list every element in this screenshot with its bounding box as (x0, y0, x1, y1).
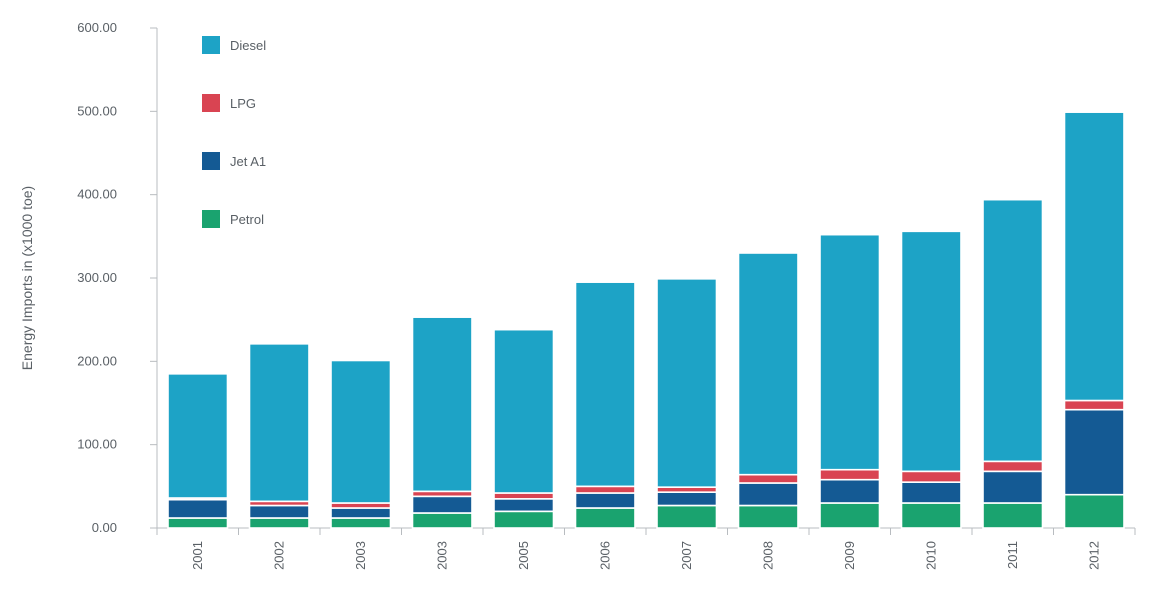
x-tick-label: 2002 (271, 541, 286, 570)
bar-segment-petrol (737, 504, 799, 529)
bar-segment-jet-a1 (737, 482, 799, 507)
y-axis-ticks: 0.00 100.00 200.00 300.00 400.00 500.00 600.00 (77, 20, 157, 535)
bar-segment-jet-a1 (167, 498, 229, 519)
y-tick-label: 100.00 (77, 437, 117, 452)
bar-segment-jet-a1 (493, 498, 555, 513)
x-tick-label: 2008 (760, 541, 775, 570)
x-tick-label: 2005 (516, 541, 531, 570)
bar-segment-jet-a1 (574, 492, 636, 509)
bar-segment-petrol (1063, 493, 1125, 529)
bar-segment-jet-a1 (656, 491, 718, 507)
y-tick-label: 0.00 (92, 520, 117, 535)
x-tick-label: 2010 (923, 541, 938, 570)
bar-segment-jet-a1 (248, 504, 310, 519)
legend-swatch (202, 36, 220, 54)
bar-segment-petrol (167, 517, 229, 529)
bar-segment-petrol (656, 504, 718, 529)
x-tick-label: 2006 (597, 541, 612, 570)
bar-segment-diesel (1063, 111, 1125, 402)
bar-segment-diesel (574, 281, 636, 488)
bars (167, 111, 1125, 529)
bar-segment-lpg (982, 460, 1044, 473)
bar-segment-lpg (1063, 399, 1125, 411)
bar-segment-diesel (819, 233, 881, 471)
legend-label: Petrol (230, 212, 264, 227)
bar-segment-diesel (411, 316, 473, 493)
y-tick-label: 400.00 (77, 187, 117, 202)
bar-segment-diesel (248, 343, 310, 503)
bar-segment-lpg (574, 485, 636, 494)
bar-segment-diesel (493, 328, 555, 494)
bar-segment-diesel (330, 359, 392, 504)
legend-swatch (202, 94, 220, 112)
bar-segment-jet-a1 (900, 481, 962, 504)
legend-swatch (202, 152, 220, 170)
legend-swatch (202, 210, 220, 228)
bar-segment-petrol (819, 502, 881, 529)
bar-segment-petrol (330, 517, 392, 529)
y-axis-title: Energy Imports in (x1000 toe) (19, 186, 35, 370)
y-tick-label: 300.00 (77, 270, 117, 285)
x-tick-label: 2011 (1005, 541, 1020, 569)
bar-segment-petrol (574, 507, 636, 529)
legend-label: Diesel (230, 38, 266, 53)
x-tick-label: 2007 (679, 541, 694, 570)
bar-segment-petrol (982, 502, 1044, 529)
y-tick-label: 500.00 (77, 103, 117, 118)
bar-segment-jet-a1 (1063, 408, 1125, 496)
x-tick-label: 2009 (842, 541, 857, 570)
bar-segment-diesel (167, 373, 229, 499)
legend-label: LPG (230, 96, 256, 111)
bar-segment-petrol (411, 512, 473, 529)
legend-label: Jet A1 (230, 154, 266, 169)
bar-segment-lpg (737, 473, 799, 484)
bar-segment-jet-a1 (819, 478, 881, 504)
bar-segment-petrol (493, 510, 555, 529)
bar-segment-jet-a1 (330, 507, 392, 519)
y-tick-label: 200.00 (77, 353, 117, 368)
bar-segment-lpg (819, 468, 881, 481)
bar-segment-jet-a1 (982, 470, 1044, 504)
bar-segment-diesel (656, 278, 718, 488)
bar-segment-diesel (900, 230, 962, 473)
bar-segment-jet-a1 (411, 495, 473, 514)
bar-segment-diesel (737, 252, 799, 476)
x-tick-label: 2012 (1086, 541, 1101, 570)
bar-segment-lpg (493, 492, 555, 500)
x-tick-label: 2003 (434, 541, 449, 570)
x-tick-label: 2001 (190, 541, 205, 570)
bar-segment-petrol (248, 517, 310, 529)
bar-segment-petrol (900, 502, 962, 529)
x-axis-ticks: 2001 2002 2003 2003 2005 2006 2007 2008 2009 2010… (156, 528, 1136, 570)
legend: Diesel LPG Jet A1 Petrol (202, 36, 266, 228)
y-tick-label: 600.00 (77, 20, 117, 35)
bar-segment-lpg (900, 470, 962, 483)
x-tick-label: 2003 (353, 541, 368, 570)
bar-segment-diesel (982, 198, 1044, 463)
